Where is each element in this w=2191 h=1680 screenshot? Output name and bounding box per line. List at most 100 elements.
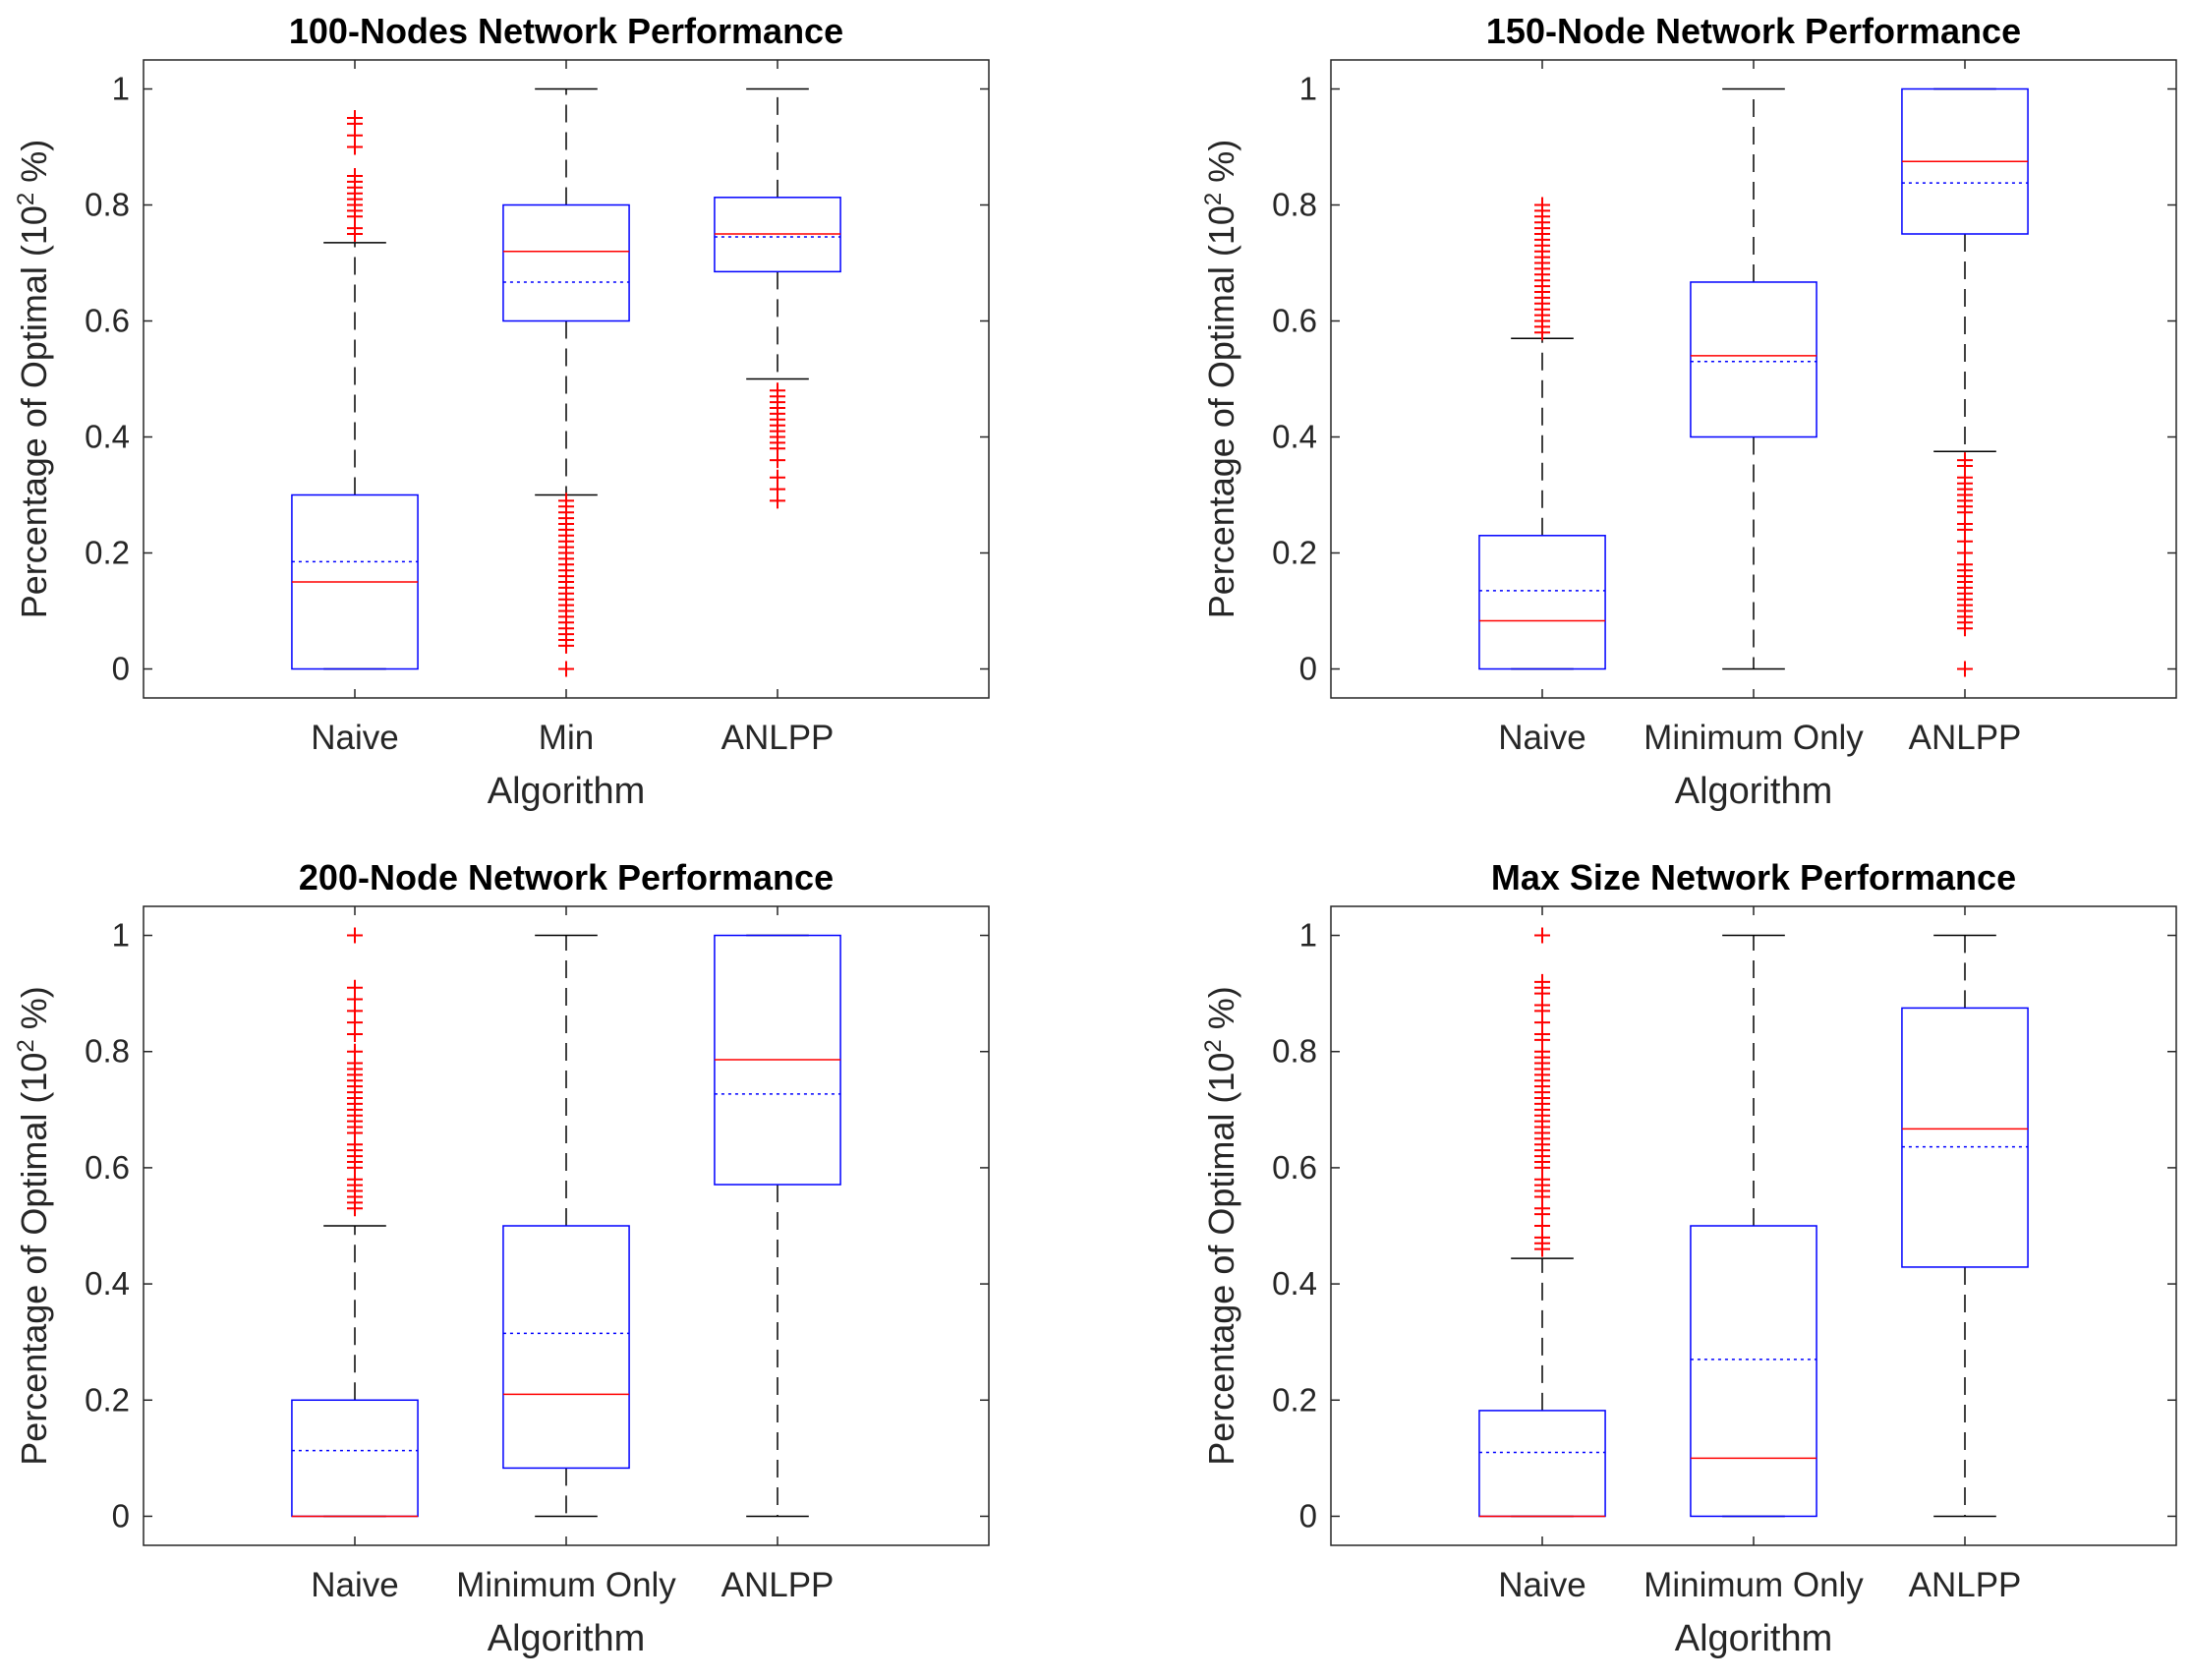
box-iqr [1901, 1007, 2029, 1268]
y-tick-label: 0.4 [1272, 419, 1317, 455]
y-axis-label-end: %) [14, 986, 54, 1039]
y-tick-label: 0.4 [1272, 1265, 1317, 1302]
x-axis-label: Algorithm [488, 771, 646, 812]
box-minimum-only [1690, 934, 1817, 1518]
y-axis-label-end: %) [1201, 140, 1241, 193]
box-iqr [502, 1225, 630, 1470]
x-axis-label: Algorithm [1675, 771, 1833, 812]
y-tick-label: 0 [112, 1497, 130, 1534]
y-tick-label: 0.2 [85, 535, 130, 571]
y-tick-label: 0.6 [1272, 1149, 1317, 1186]
chart-title: 200-Node Network Performance [299, 857, 834, 898]
y-axis-label: Percentage of Optimal (102 %) [1200, 986, 1242, 1466]
y-axis-label-superscript: 2 [13, 193, 39, 205]
x-tick-label: Minimum Only [1643, 719, 1864, 757]
x-tick-label: Naive [311, 719, 398, 757]
outlier-point [558, 661, 574, 677]
y-axis-label-text: Percentage of Optimal (10 [1201, 205, 1241, 618]
y-axis-label-end: %) [1201, 986, 1241, 1039]
y-axis-label-end: %) [14, 140, 54, 193]
box-iqr [502, 203, 630, 322]
y-tick-label: 0 [1299, 651, 1317, 687]
outlier-point [1957, 661, 1973, 677]
outlier-point [770, 382, 785, 399]
outlier-point [1534, 973, 1550, 990]
outlier-point [1534, 927, 1550, 944]
y-tick-label: 0 [112, 651, 130, 687]
chart-panel-1: 0 0.2 0.4 0.6 0.8 1 Naive Min ANLPP 100-Nodes Net… [13, 11, 990, 812]
y-tick-label: 0 [1299, 1497, 1317, 1534]
box-iqr [1690, 281, 1817, 438]
y-axis-label-text: Percentage of Optimal (10 [14, 205, 54, 618]
outlier-point [347, 168, 363, 184]
x-tick-label: ANLPP [721, 719, 835, 757]
y-axis-label: Percentage of Optimal (102 %) [13, 986, 55, 1466]
y-tick-label: 0.2 [1272, 1381, 1317, 1418]
box-anlpp [714, 87, 841, 509]
chart-title: 100-Nodes Network Performance [289, 11, 843, 51]
box-minimum-only [502, 934, 630, 1518]
chart-panel-4: 0 0.2 0.4 0.6 0.8 1 Naive Minimum Only ANLPP Max … [1200, 857, 2177, 1659]
box-naive [1478, 197, 1606, 670]
y-tick-label: 1 [1299, 917, 1317, 954]
chart-panel-2: 0 0.2 0.4 0.6 0.8 1 Naive Minimum Only ANLPP 150-… [1200, 11, 2177, 812]
x-tick-label: Minimum Only [456, 1566, 676, 1604]
outlier-point [1957, 452, 1973, 469]
y-tick-label: 0.2 [1272, 535, 1317, 571]
box-iqr [1478, 1410, 1606, 1518]
y-tick-label: 0.8 [1272, 1033, 1317, 1070]
box-anlpp [1901, 934, 2029, 1518]
y-axis-label-superscript: 2 [1200, 193, 1227, 205]
y-tick-label: 0.6 [85, 1149, 130, 1186]
y-tick-label: 0.6 [1272, 303, 1317, 339]
box-anlpp [714, 934, 841, 1518]
y-tick-label: 0.8 [85, 187, 130, 223]
y-axis-label-superscript: 2 [13, 1039, 39, 1052]
y-tick-label: 0.6 [85, 303, 130, 339]
box-iqr [1690, 1225, 1817, 1518]
box-min [502, 87, 630, 677]
outlier-point [1534, 197, 1550, 213]
y-axis-label-superscript: 2 [1200, 1039, 1227, 1052]
x-axis-label: Algorithm [1675, 1618, 1833, 1659]
y-axis-label-text: Percentage of Optimal (10 [14, 1053, 54, 1466]
box-naive [291, 927, 419, 1518]
chart-title: 150-Node Network Performance [1486, 11, 2021, 51]
y-tick-label: 0.4 [85, 419, 130, 455]
y-tick-label: 1 [112, 917, 130, 954]
box-minimum-only [1690, 87, 1817, 670]
x-tick-label: ANLPP [721, 1566, 835, 1604]
x-tick-label: ANLPP [1909, 719, 2022, 757]
outlier-point [347, 927, 363, 944]
y-tick-label: 0.2 [85, 1381, 130, 1418]
outlier-point [347, 1043, 363, 1060]
box-iqr [291, 1399, 419, 1518]
x-tick-label: Min [539, 719, 594, 757]
box-iqr [1478, 535, 1606, 670]
y-tick-label: 1 [1299, 71, 1317, 107]
x-tick-label: Naive [1498, 719, 1586, 757]
y-tick-label: 0.4 [85, 1265, 130, 1302]
y-tick-label: 0.8 [1272, 187, 1317, 223]
x-tick-label: Minimum Only [1643, 1566, 1864, 1604]
outlier-point [347, 979, 363, 996]
y-tick-label: 0.8 [85, 1033, 130, 1070]
box-naive [291, 110, 419, 670]
x-tick-label: Naive [311, 1566, 398, 1604]
x-tick-label: ANLPP [1909, 1566, 2022, 1604]
y-tick-label: 1 [112, 71, 130, 107]
x-tick-label: Naive [1498, 1566, 1586, 1604]
chart-panel-3: 0 0.2 0.4 0.6 0.8 1 Naive Minimum Only ANLPP 200-… [13, 857, 990, 1659]
x-axis-label: Algorithm [488, 1618, 646, 1659]
box-anlpp [1901, 87, 2029, 677]
outlier-point [347, 110, 363, 126]
outlier-point [770, 469, 785, 486]
y-axis-label: Percentage of Optimal (102 %) [1200, 140, 1242, 619]
y-axis-label-text: Percentage of Optimal (10 [1201, 1053, 1241, 1466]
outlier-point [558, 492, 574, 509]
box-naive [1478, 927, 1606, 1518]
y-axis-label: Percentage of Optimal (102 %) [13, 140, 55, 619]
chart-title: Max Size Network Performance [1491, 857, 2016, 898]
